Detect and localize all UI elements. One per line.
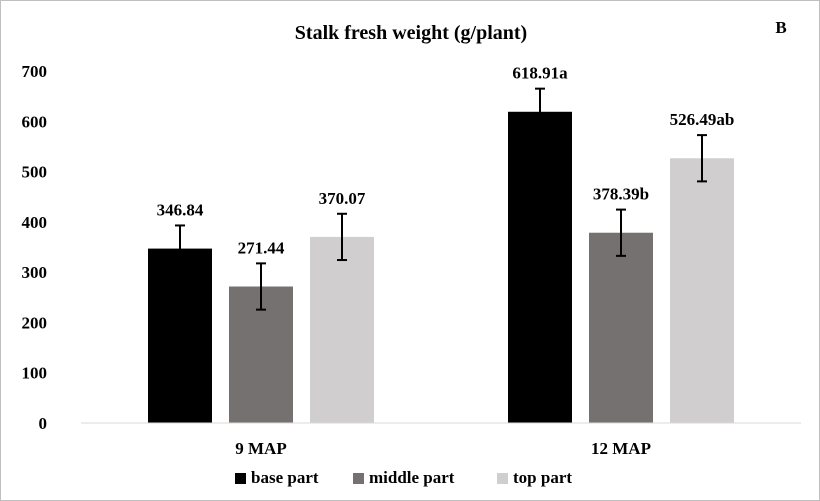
data-label: 370.07 [319, 189, 366, 208]
panel-label: B [775, 18, 786, 37]
data-label: 618.91a [512, 64, 568, 83]
y-tick-label: 0 [39, 414, 48, 433]
y-axis: 0 100 200 300 400 500 600 700 [22, 62, 48, 433]
legend-label: base part [251, 468, 319, 487]
y-tick-label: 600 [22, 112, 48, 131]
data-label: 526.49ab [670, 110, 735, 129]
legend-swatch [235, 473, 246, 484]
legend: base part middle part top part [235, 468, 572, 487]
y-tick-label: 500 [22, 163, 48, 182]
data-label: 271.44 [238, 238, 285, 257]
y-tick-label: 300 [22, 263, 48, 282]
bar [508, 111, 572, 424]
x-category-label: 12 MAP [591, 439, 651, 458]
y-tick-label: 100 [22, 364, 48, 383]
legend-label: top part [513, 468, 572, 487]
bar [148, 248, 212, 423]
x-category-label: 9 MAP [235, 439, 286, 458]
y-tick-label: 200 [22, 313, 48, 332]
y-tick-label: 700 [22, 62, 48, 81]
chart-title: Stalk fresh weight (g/plant) [295, 22, 527, 44]
x-axis: 9 MAP 12 MAP [81, 422, 801, 458]
data-label: 378.39b [593, 185, 649, 204]
data-label: 346.84 [157, 200, 204, 219]
legend-swatch [353, 473, 364, 484]
legend-label: middle part [369, 468, 455, 487]
bar [310, 236, 374, 423]
bar [589, 232, 653, 423]
y-tick-label: 400 [22, 213, 48, 232]
legend-swatch [497, 473, 508, 484]
bars-group: 346.84 271.44 370.07 618.91a 378.39b 526.49ab [148, 64, 735, 424]
bar [670, 158, 734, 424]
